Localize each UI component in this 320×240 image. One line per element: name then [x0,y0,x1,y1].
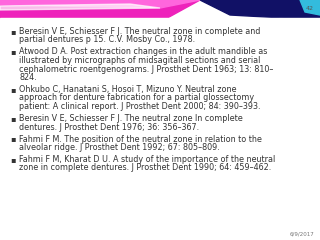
Text: ▪: ▪ [10,155,15,164]
Text: zone in complete dentures. J Prosthet Dent 1990; 64: 459–462.: zone in complete dentures. J Prosthet De… [19,163,271,173]
Text: ▪: ▪ [10,48,15,56]
Text: 42: 42 [306,6,314,12]
Polygon shape [300,0,320,15]
Text: ▪: ▪ [10,134,15,144]
Text: 824.: 824. [19,73,36,82]
Text: Ohkubo C, Hanatani S, Hosoi T, Mizuno Y. Neutral zone: Ohkubo C, Hanatani S, Hosoi T, Mizuno Y.… [19,85,236,94]
Text: patient: A clinical report. J Prosthet Dent 2000; 84: 390–393.: patient: A clinical report. J Prosthet D… [19,102,260,111]
Text: dentures. J Prosthet Dent 1976; 36: 356–367.: dentures. J Prosthet Dent 1976; 36: 356–… [19,122,199,132]
Polygon shape [200,0,320,20]
Text: alveolar ridge. J Prosthet Dent 1992; 67: 805–809.: alveolar ridge. J Prosthet Dent 1992; 67… [19,143,220,152]
Text: Atwood D A. Post extraction changes in the adult mandible as: Atwood D A. Post extraction changes in t… [19,48,268,56]
Polygon shape [0,4,160,10]
Text: Fahmi F M, Kharat D U. A study of the importance of the neutral: Fahmi F M, Kharat D U. A study of the im… [19,155,275,164]
Text: ▪: ▪ [10,27,15,36]
Text: illustrated by micrographs of midsagitall sections and serial: illustrated by micrographs of midsagital… [19,56,260,65]
Text: Beresin V E, Schiesser F J. The neutral zone In complete: Beresin V E, Schiesser F J. The neutral … [19,114,243,123]
Text: ▪: ▪ [10,85,15,94]
Text: Beresin V E, Schiesser F J. The neutral zone in complete and: Beresin V E, Schiesser F J. The neutral … [19,27,260,36]
Text: partial dentures p 15. C.V. Mosby Co., 1978.: partial dentures p 15. C.V. Mosby Co., 1… [19,36,195,44]
Text: cephalometric roentgenograms. J Prosthet Dent 1963; 13: 810–: cephalometric roentgenograms. J Prosthet… [19,65,273,73]
Text: ▪: ▪ [10,114,15,123]
Text: approach for denture fabrication for a partial glossectomy: approach for denture fabrication for a p… [19,94,254,102]
Text: 6/9/2017: 6/9/2017 [289,232,314,237]
Text: Fahmi F M. The position of the neutral zone in relation to the: Fahmi F M. The position of the neutral z… [19,134,262,144]
Polygon shape [0,0,200,22]
Polygon shape [0,0,200,8]
